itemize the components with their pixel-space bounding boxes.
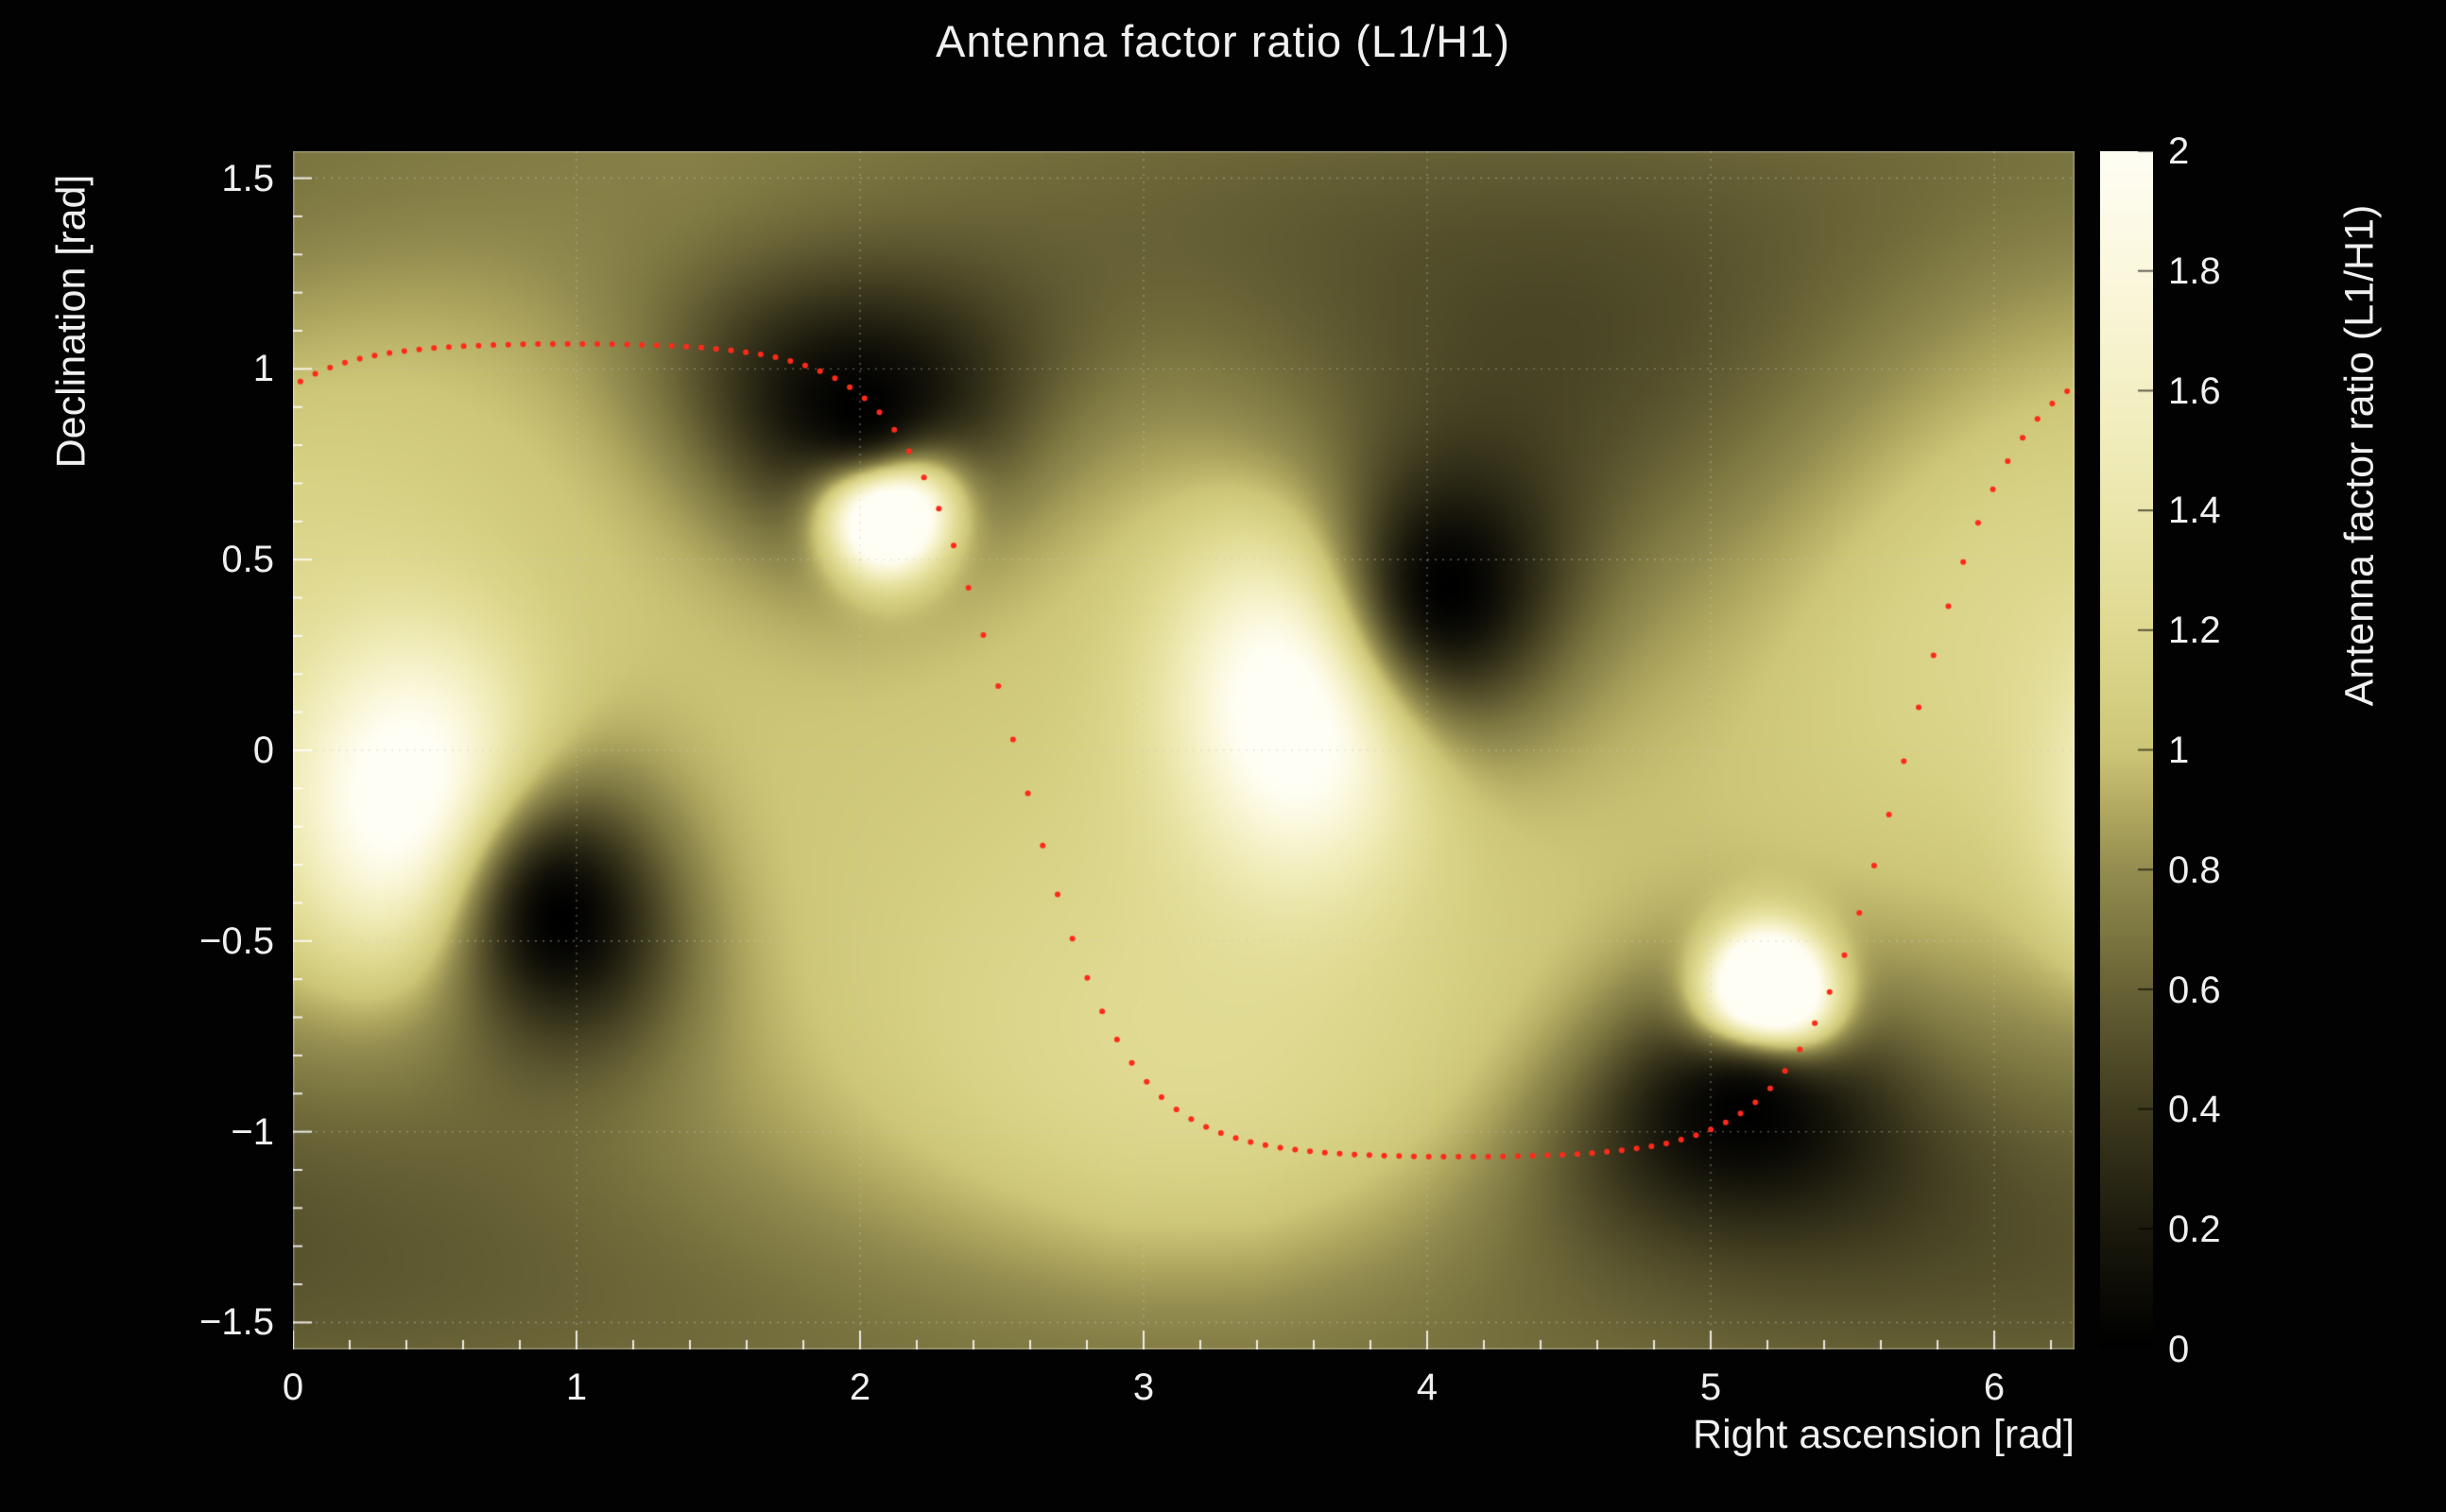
- x-tick-label: 6: [1983, 1366, 2006, 1408]
- x-tick-label: 3: [1132, 1366, 1155, 1408]
- chart-title: Antenna factor ratio (L1/H1): [936, 16, 1510, 66]
- colorbar-canvas: [2100, 151, 2153, 1349]
- colorbar-tick-label: 1.8: [2168, 249, 2221, 292]
- y-tick-label: −1: [231, 1110, 274, 1153]
- y-tick-label: 0.5: [221, 539, 274, 581]
- colorbar-tick-label: 1.4: [2168, 490, 2221, 532]
- colorbar-tick-label: 0: [2168, 1329, 2190, 1370]
- heatmap-canvas: [293, 151, 2075, 1349]
- x-axis-label: Right ascension [rad]: [1693, 1412, 2075, 1457]
- x-tick-label: 2: [849, 1366, 871, 1408]
- y-tick-label: 1.5: [221, 157, 274, 199]
- y-tick-label: 1: [252, 348, 274, 390]
- x-tick-label: 5: [1699, 1366, 1722, 1408]
- colorbar-tick-label: 0.2: [2168, 1209, 2221, 1251]
- x-tick-label: 1: [565, 1366, 588, 1408]
- colorbar-tick-label: 0.4: [2168, 1089, 2221, 1131]
- x-tick-label: 0: [282, 1366, 304, 1408]
- colorbar-tick-label: 0.8: [2168, 849, 2221, 891]
- x-tick-label: 4: [1416, 1366, 1438, 1408]
- colorbar-tick-label: 1.6: [2168, 369, 2221, 412]
- colorbar-label: Antenna factor ratio (L1/H1): [2336, 204, 2383, 707]
- y-axis-label: Declination [rad]: [48, 174, 95, 469]
- colorbar-tick-label: 1.2: [2168, 610, 2221, 652]
- colorbar-tick-label: 2: [2168, 130, 2190, 172]
- y-tick-label: −0.5: [199, 919, 274, 962]
- colorbar-tick-label: 0.6: [2168, 969, 2221, 1011]
- colorbar-tick-label: 1: [2168, 730, 2190, 771]
- y-tick-label: 0: [252, 730, 274, 771]
- y-tick-label: −1.5: [199, 1301, 274, 1344]
